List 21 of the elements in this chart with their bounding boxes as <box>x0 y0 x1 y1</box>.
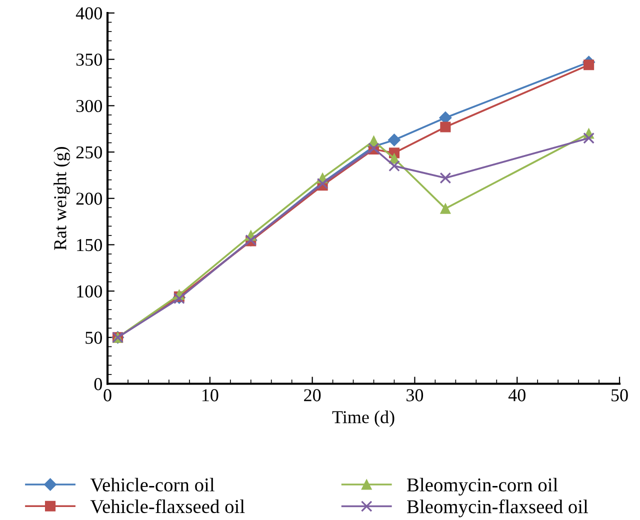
x-tick-label: 20 <box>304 389 321 402</box>
y-tick-label: 0 <box>94 378 102 390</box>
y-tick-label: 400 <box>76 7 102 20</box>
legend-label: Bleomycin-corn oil <box>407 478 558 496</box>
y-tick-label: 150 <box>77 238 102 252</box>
x-tick-label: 30 <box>406 389 424 402</box>
x-axis-title: Time (d) <box>332 410 394 427</box>
legend-label: Vehicle-corn oil <box>90 478 214 492</box>
y-tick-label: 100 <box>77 285 102 298</box>
x-tick-label: 10 <box>202 389 218 402</box>
y-tick-label: 250 <box>76 146 102 158</box>
y-tick-label: 200 <box>76 192 102 205</box>
y-tick-label: 300 <box>76 100 102 112</box>
legend-label: Vehicle-flaxseed oil <box>90 499 245 514</box>
x-tick-label: 50 <box>612 389 628 402</box>
y-tick-label: 350 <box>76 54 102 66</box>
y-tick-label: 50 <box>86 332 102 344</box>
x-tick-label: 40 <box>508 389 526 402</box>
x-tick-label: 0 <box>104 389 112 402</box>
y-axis-title: Rat weight (g) <box>54 147 70 250</box>
legend-label: Bleomycin-flaxseed oil <box>407 499 588 518</box>
